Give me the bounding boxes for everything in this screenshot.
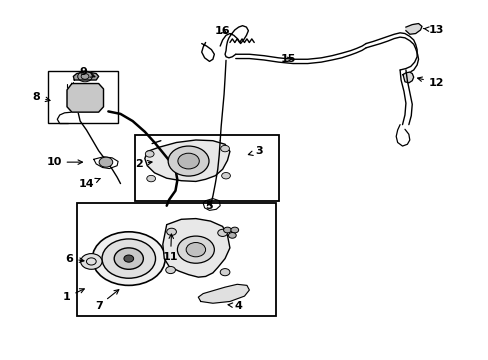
Polygon shape	[73, 72, 99, 80]
Polygon shape	[67, 84, 103, 112]
Text: 5: 5	[205, 201, 213, 211]
Circle shape	[220, 145, 229, 152]
Polygon shape	[198, 284, 249, 303]
Circle shape	[168, 146, 208, 176]
Text: 2: 2	[135, 159, 152, 169]
Text: 14: 14	[79, 178, 100, 189]
Bar	[47, 71, 118, 123]
Text: 1: 1	[62, 289, 84, 302]
Text: 10: 10	[46, 157, 82, 167]
Circle shape	[114, 248, 143, 269]
Circle shape	[146, 175, 155, 182]
Circle shape	[228, 233, 236, 238]
Bar	[135, 135, 278, 202]
Circle shape	[221, 172, 230, 179]
Circle shape	[223, 227, 231, 233]
Text: 16: 16	[214, 26, 230, 36]
Text: 3: 3	[248, 147, 263, 157]
Polygon shape	[405, 23, 421, 34]
Text: 13: 13	[423, 25, 443, 35]
Text: 9: 9	[79, 67, 95, 77]
Text: 4: 4	[227, 301, 242, 311]
Polygon shape	[402, 72, 413, 83]
Text: 8: 8	[33, 92, 50, 102]
Circle shape	[92, 232, 165, 285]
Text: 7: 7	[95, 290, 119, 311]
Polygon shape	[163, 219, 229, 277]
Circle shape	[123, 255, 133, 262]
Circle shape	[102, 239, 155, 278]
Circle shape	[177, 236, 214, 263]
Circle shape	[230, 227, 238, 233]
Polygon shape	[144, 140, 229, 181]
Circle shape	[166, 228, 176, 235]
Text: 12: 12	[417, 77, 444, 88]
Text: 6: 6	[65, 253, 84, 264]
Text: 11: 11	[163, 234, 178, 262]
Circle shape	[165, 266, 175, 274]
Text: 15: 15	[280, 54, 295, 64]
Circle shape	[186, 243, 205, 257]
Circle shape	[145, 151, 154, 157]
Circle shape	[217, 229, 227, 237]
Circle shape	[81, 253, 102, 269]
Circle shape	[99, 157, 113, 167]
Circle shape	[178, 153, 199, 169]
Bar	[77, 203, 276, 316]
Circle shape	[220, 269, 229, 276]
